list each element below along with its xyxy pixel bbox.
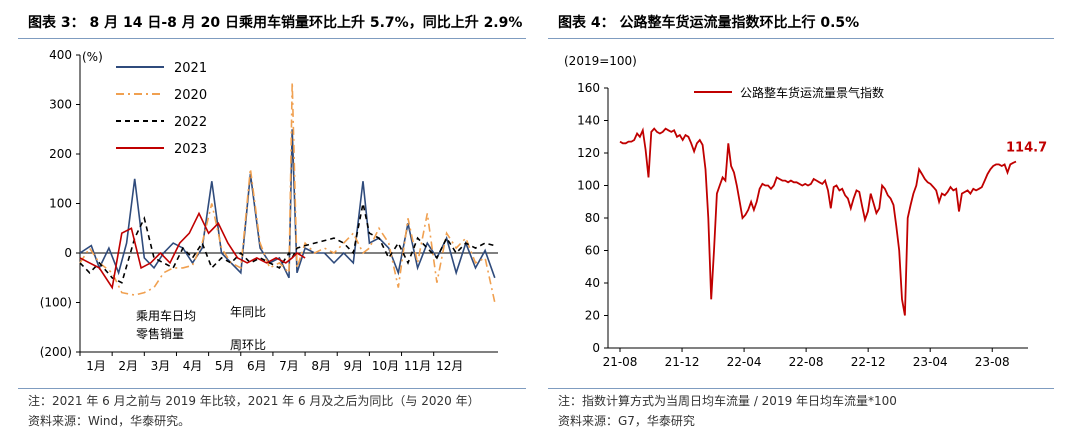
x-tick-label: 22-04: [727, 355, 762, 369]
y-tick-label: 0: [592, 341, 600, 355]
left-title-rule: [18, 38, 526, 39]
x-tick-label: 23-08: [975, 355, 1010, 369]
left-chart: (200) (100) 0 100 200 300 400 (%) 1月 2月 3月 4月 5月 6月 7月…: [40, 48, 498, 373]
left-source: 资料来源：Wind，华泰研究。: [28, 414, 191, 428]
legend-label-2021: 2021: [174, 61, 207, 76]
x-tick-label: 23-04: [913, 355, 948, 369]
legend-label-2020: 2020: [174, 88, 207, 103]
y-axis-unit: (2019=100): [564, 54, 637, 68]
y-tick-label: 100: [49, 197, 72, 211]
y-tick-label: 140: [577, 114, 600, 128]
right-panel: 图表 4： 公路整车货运流量指数环比上行 0.5% (2019=100) 0 20 4…: [548, 0, 1058, 446]
x-tick-label: 21-12: [665, 355, 700, 369]
series-line-2020: [79, 82, 496, 303]
x-tick-label: 4月: [183, 359, 203, 373]
series-line-2021: [79, 129, 496, 279]
y-tick-label: 80: [585, 211, 600, 225]
x-tick-label: 22-12: [851, 355, 886, 369]
legend-label-2023: 2023: [174, 142, 207, 157]
y-tick-label: 200: [49, 147, 72, 161]
y-tick-label: 0: [64, 246, 72, 260]
series-line-freight-index: [619, 127, 1017, 316]
x-tick-label: 6月: [247, 359, 267, 373]
y-tick-label: 60: [585, 244, 600, 258]
left-chart-title: 图表 3： 8 月 14 日-8 月 20 日乘用车销量环比上升 5.7%，同比…: [28, 15, 523, 31]
right-chart: (2019=100) 0 20 40 60 80 100 120 140 160 21-08 21-1…: [564, 54, 1047, 369]
left-panel: 图表 3： 8 月 14 日-8 月 20 日乘用车销量环比上升 5.7%，同比…: [18, 0, 530, 446]
last-value-label: 114.7: [1006, 141, 1047, 156]
right-bottom-rule: [548, 388, 1054, 389]
y-tick-label: 20: [585, 309, 600, 323]
y-tick-label: 100: [577, 179, 600, 193]
annotation-retail-sales: 零售销量: [136, 326, 184, 341]
x-tick-label: 7月: [279, 359, 299, 373]
y-tick-label: 40: [585, 276, 600, 290]
annotation-yoy: 年同比: [230, 305, 266, 319]
x-tick-label: 21-08: [603, 355, 638, 369]
x-tick-label: 1月: [86, 359, 106, 373]
x-tick-label: 9月: [343, 359, 363, 373]
x-tick-label: 3月: [151, 359, 171, 373]
y-tick-label: 400: [49, 48, 72, 62]
right-title-rule: [548, 38, 1054, 39]
x-tick-label: 12月: [436, 359, 463, 373]
y-tick-label: 120: [577, 146, 600, 160]
annotation-wow: 周环比: [230, 338, 266, 352]
right-chart-title: 图表 4： 公路整车货运流量指数环比上行 0.5%: [558, 15, 860, 31]
y-tick-label: 160: [577, 81, 600, 95]
series-line-2022: [79, 203, 495, 284]
y-tick-label: (200): [40, 345, 72, 359]
legend-label-2022: 2022: [174, 115, 207, 130]
x-tick-label: 22-08: [789, 355, 824, 369]
annotation-retail-sales: 乘用车日均: [136, 308, 196, 323]
x-tick-label: 8月: [311, 359, 331, 373]
right-source: 资料来源：G7，华泰研究: [558, 414, 695, 428]
x-tick-label: 10月: [372, 359, 399, 373]
legend-label: 公路整车货运流量景气指数: [740, 85, 884, 100]
right-note: 注：指数计算方式为当周日均车流量 / 2019 年日均车流量*100: [558, 394, 897, 408]
y-tick-label: (100): [40, 296, 72, 310]
x-tick-label: 5月: [215, 359, 235, 373]
series-line-2023: [79, 211, 306, 290]
left-note: 注：2021 年 6 月之前与 2019 年比较，2021 年 6 月及之后为同…: [28, 394, 480, 408]
y-tick-label: 300: [49, 98, 72, 112]
x-tick-label: 2月: [118, 359, 138, 373]
y-axis-unit: (%): [82, 50, 103, 64]
x-tick-label: 11月: [404, 359, 431, 373]
left-bottom-rule: [18, 388, 526, 389]
